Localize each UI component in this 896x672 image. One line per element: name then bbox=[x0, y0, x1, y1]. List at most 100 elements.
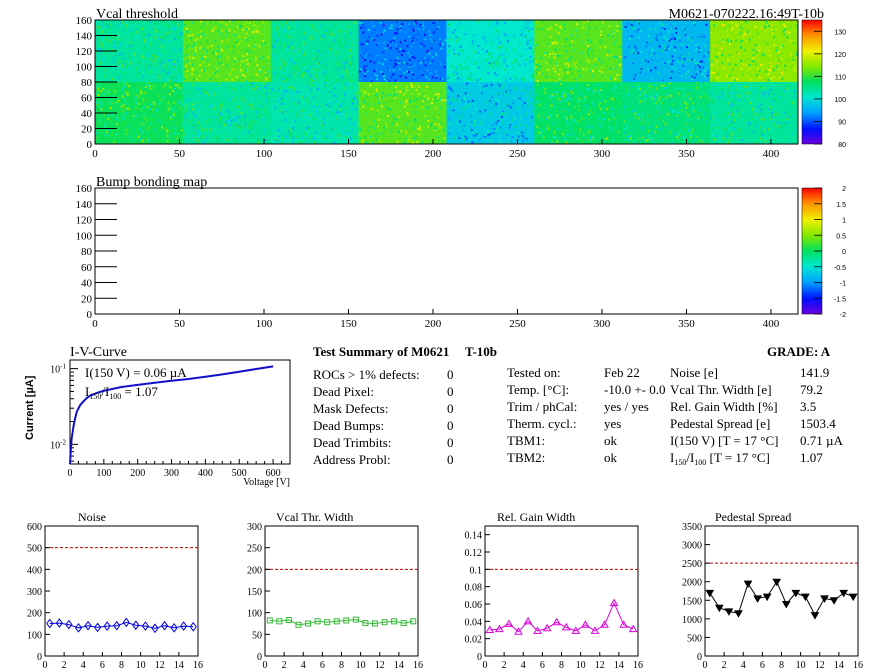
roc-pixel bbox=[745, 39, 748, 42]
roc-pixel bbox=[660, 84, 663, 87]
roc-pixel bbox=[243, 25, 246, 28]
roc-pixel bbox=[582, 67, 585, 70]
roc-pixel bbox=[156, 56, 159, 59]
roc-pixel bbox=[561, 43, 564, 46]
roc-pixel bbox=[745, 66, 748, 69]
roc-pixel bbox=[586, 20, 589, 23]
roc-pixel bbox=[126, 65, 129, 68]
roc-pixel bbox=[564, 138, 567, 141]
roc-pixel bbox=[147, 86, 150, 89]
y-tick-label: 2500 bbox=[682, 559, 702, 570]
roc-pixel bbox=[586, 91, 589, 94]
roc-pixel bbox=[216, 69, 219, 72]
roc-pixel bbox=[214, 137, 217, 140]
roc-pixel bbox=[302, 37, 305, 40]
roc-pixel bbox=[404, 39, 407, 42]
roc-pixel bbox=[398, 68, 401, 71]
roc-pixel bbox=[692, 110, 695, 112]
roc-pixel bbox=[98, 26, 101, 29]
roc-pixel bbox=[636, 114, 639, 117]
roc-pixel bbox=[522, 59, 525, 62]
roc-pixel bbox=[469, 126, 472, 129]
roc-pixel bbox=[132, 91, 135, 94]
roc-pixel bbox=[636, 132, 639, 135]
roc-pixel bbox=[625, 60, 628, 63]
roc-pixel bbox=[492, 40, 495, 42]
roc-pixel bbox=[652, 97, 655, 100]
roc-pixel bbox=[129, 62, 132, 65]
roc-pixel bbox=[222, 50, 225, 52]
roc-pixel bbox=[495, 103, 498, 106]
vcal-threshold-map: 0 50 100 150 200 250 300 350 4000204060801001201… bbox=[76, 7, 847, 160]
roc-pixel bbox=[194, 35, 197, 38]
roc-pixel bbox=[519, 79, 522, 82]
roc-pixel bbox=[258, 109, 261, 111]
roc-pixel bbox=[103, 125, 106, 128]
roc-pixel bbox=[500, 95, 503, 98]
roc-pixel bbox=[470, 114, 473, 117]
roc-pixel bbox=[105, 38, 107, 41]
roc-pixel bbox=[125, 24, 128, 27]
roc-pixel bbox=[356, 101, 358, 104]
roc-pixel bbox=[704, 53, 707, 56]
roc-pixel bbox=[502, 44, 505, 47]
roc-pixel bbox=[727, 94, 730, 97]
ratio-i: I bbox=[670, 450, 674, 465]
roc-pixel bbox=[284, 69, 287, 72]
roc-pixel bbox=[665, 125, 668, 128]
roc-pixel bbox=[595, 40, 598, 43]
condition-value: yes bbox=[604, 416, 621, 431]
roc-pixel bbox=[123, 70, 126, 73]
roc-pixel bbox=[663, 84, 665, 87]
roc-pixel bbox=[677, 137, 680, 140]
x-tick-label: 12 bbox=[595, 660, 605, 671]
roc-pixel bbox=[707, 51, 710, 54]
roc-pixel bbox=[495, 131, 498, 134]
data-point bbox=[848, 593, 858, 602]
y-tick-label: 500 bbox=[687, 633, 702, 644]
roc-pixel bbox=[651, 91, 654, 94]
roc-pixel bbox=[121, 21, 124, 24]
roc-pixel bbox=[100, 90, 103, 93]
roc-pixel bbox=[191, 21, 194, 24]
roc-pixel bbox=[594, 64, 597, 67]
roc-pixel bbox=[251, 36, 254, 39]
roc-pixel bbox=[384, 105, 387, 108]
roc-pixel bbox=[528, 100, 531, 103]
roc-pixel bbox=[691, 75, 694, 78]
roc-pixel bbox=[355, 31, 358, 34]
roc-pixel bbox=[104, 75, 106, 78]
roc-pixel bbox=[455, 123, 458, 126]
roc-pixel bbox=[786, 141, 789, 144]
roc-pixel bbox=[494, 119, 497, 122]
roc-pixel bbox=[391, 79, 394, 82]
roc-pixel bbox=[614, 122, 617, 125]
roc-pixel bbox=[160, 115, 163, 118]
roc-pixel bbox=[707, 97, 710, 100]
roc-pixel bbox=[521, 29, 524, 32]
roc-pixel bbox=[680, 66, 683, 69]
roc-pixel bbox=[541, 73, 544, 76]
roc-pixel bbox=[266, 136, 269, 139]
roc-pixel bbox=[202, 135, 205, 138]
roc-pixel bbox=[154, 23, 157, 26]
data-point bbox=[352, 616, 359, 623]
roc-pixel bbox=[227, 127, 230, 129]
roc-pixel bbox=[396, 32, 398, 35]
roc-pixel bbox=[193, 55, 196, 57]
roc-pixel bbox=[98, 100, 101, 103]
roc-pixel bbox=[429, 72, 432, 74]
roc-pixel bbox=[349, 55, 352, 58]
roc-pixel bbox=[350, 63, 353, 66]
roc-pixel bbox=[760, 109, 763, 112]
roc-pixel bbox=[204, 137, 207, 140]
roc-pixel bbox=[330, 117, 333, 120]
roc-pixel bbox=[229, 73, 232, 76]
roc-pixel bbox=[280, 58, 283, 61]
roc-pixel bbox=[233, 88, 236, 91]
roc-pixel bbox=[566, 93, 569, 96]
roc-pixel bbox=[643, 27, 646, 30]
roc-pixel bbox=[753, 62, 756, 65]
roc-pixel bbox=[772, 113, 775, 116]
roc-pixel bbox=[174, 50, 177, 53]
